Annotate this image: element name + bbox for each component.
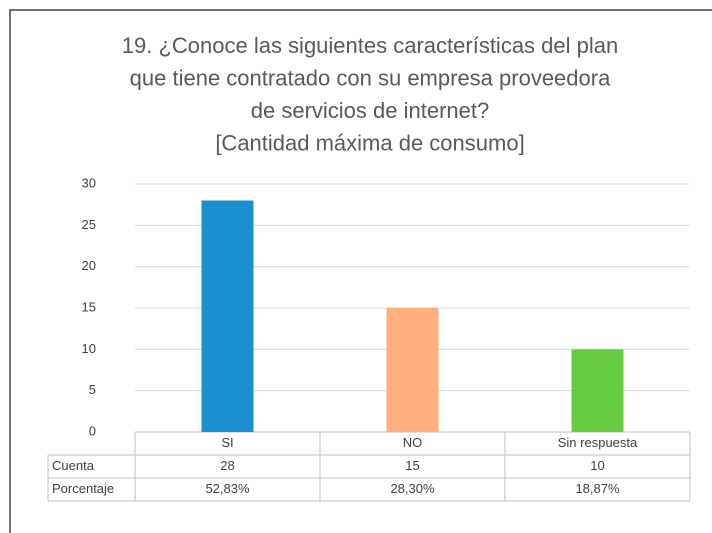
x-tick-label: Sin respuesta — [558, 435, 638, 450]
bar — [201, 200, 254, 432]
table-cell: 15 — [405, 458, 419, 473]
table-cell: 10 — [590, 458, 604, 473]
x-tick-label: SI — [221, 435, 233, 450]
table-cell: 28,30% — [390, 481, 435, 496]
y-tick-label: 20 — [82, 258, 96, 273]
chart-title: que tiene contratado con su empresa prov… — [130, 65, 611, 90]
row-label: Cuenta — [52, 458, 95, 473]
y-tick-label: 25 — [82, 217, 96, 232]
frame — [9, 9, 712, 533]
row-label: Porcentaje — [52, 481, 114, 496]
table-cell: 52,83% — [205, 481, 250, 496]
bar — [571, 349, 624, 432]
y-tick-label: 10 — [82, 341, 96, 356]
table-cell: 28 — [220, 458, 234, 473]
y-tick-label: 5 — [89, 382, 96, 397]
chart-title: 19. ¿Conoce las siguientes característic… — [122, 33, 618, 58]
chart-title: [Cantidad máxima de consumo] — [215, 130, 524, 155]
chart-title: de servicios de internet? — [251, 98, 489, 123]
table-cell: 18,87% — [575, 481, 620, 496]
y-tick-label: 30 — [82, 175, 96, 190]
x-tick-label: NO — [403, 435, 423, 450]
y-tick-label: 0 — [89, 423, 96, 438]
y-tick-label: 15 — [82, 299, 96, 314]
bar — [386, 308, 439, 432]
